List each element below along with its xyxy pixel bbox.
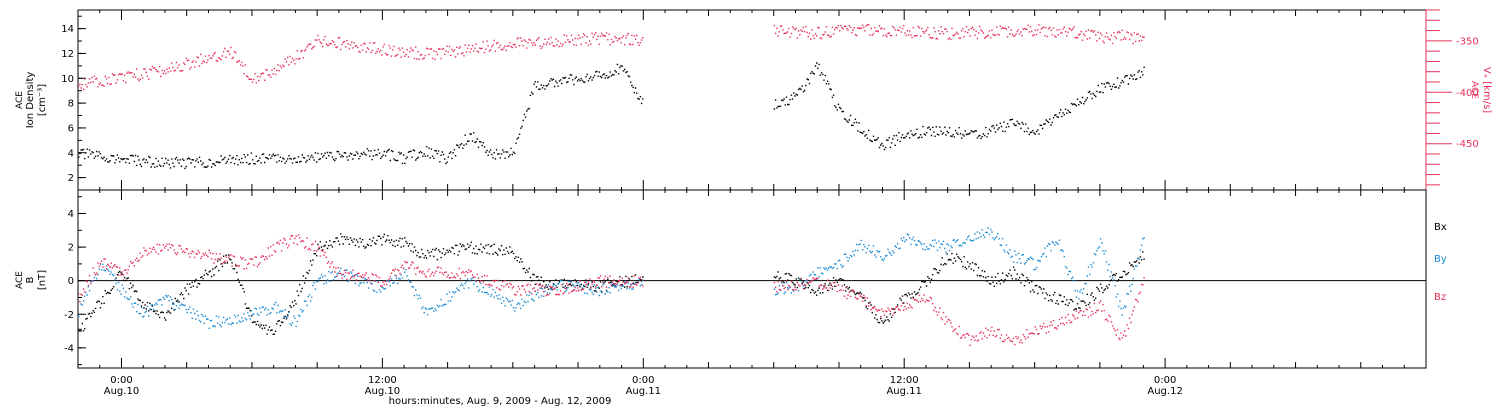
legend-by: By [1434, 254, 1447, 265]
date-tick-label: Aug.11 [626, 386, 661, 397]
time-tick-label: 0:00 [632, 375, 654, 386]
b-tick-label: 0 [68, 276, 74, 287]
bottom-points-by [78, 227, 1145, 329]
date-tick-label: Aug.11 [886, 386, 921, 397]
ion-density-ylabel-line3: [cm⁻³] [37, 84, 48, 116]
top-panel-frame [77, 9, 1427, 191]
legend-bz: Bz [1434, 292, 1446, 303]
magnetic-field-panel: -4 -2 0 2 4 ACE B [nT] Bx By Bz [15, 189, 1447, 369]
b-tick-label: 4 [68, 209, 74, 220]
time-tick-label: 12:00 [890, 375, 919, 386]
bottom-panel-frame [77, 189, 1427, 369]
b-tick-label: -2 [64, 310, 74, 321]
b-axis: -4 -2 0 2 4 [64, 196, 86, 366]
date-tick-label: Aug.10 [365, 386, 400, 397]
date-tick-label: Aug.12 [1147, 386, 1182, 397]
bottom-series-by [78, 227, 1145, 329]
b-ylabel-line3: [nT] [37, 270, 48, 290]
ion-density-ylabel-line1: ACE [15, 91, 25, 109]
date-tick-label: Aug.10 [104, 386, 139, 397]
ion-density-tick-label: 12 [61, 49, 74, 60]
bottom-series-bz [78, 234, 1145, 346]
top-points-black [78, 62, 1145, 170]
ion-density-tick-label: 2 [68, 173, 74, 184]
vx-tick-label: -450 [1456, 139, 1479, 150]
b-tick-label: -4 [64, 343, 74, 354]
time-axis: 0:00Aug.1012:00Aug.100:00Aug.1112:00Aug.… [99, 10, 1405, 397]
top-points-red [78, 24, 1145, 91]
bottom-panel-series [78, 227, 1145, 346]
vx-axis: -350 -400 -450 [1425, 9, 1479, 190]
vx-tick-label: -350 [1456, 36, 1479, 47]
top-series-red [78, 24, 1145, 91]
top-series-black [78, 62, 1145, 170]
ion-density-tick-label: 10 [61, 74, 74, 85]
time-tick-label: 0:00 [110, 375, 132, 386]
x-axis-title: hours:minutes, Aug. 9, 2009 - Aug. 12, 2… [389, 396, 612, 407]
ion-density-tick-label: 6 [68, 123, 74, 134]
ion-density-axis: 2 4 6 8 10 12 14 [61, 15, 86, 191]
bottom-points-bz [78, 234, 1145, 346]
time-tick-label: 12:00 [368, 375, 397, 386]
ion-density-ylabel-line2: Ion Density [25, 72, 36, 129]
vx-tick-label: -400 [1456, 88, 1479, 99]
b-tick-label: 2 [68, 243, 74, 254]
vx-ylabel-line1: ACE [1469, 81, 1479, 99]
time-tick-label: 0:00 [1154, 375, 1176, 386]
top-panel-series [78, 24, 1145, 170]
ion-density-tick-label: 4 [68, 148, 74, 159]
vx-ylabel-line2: Vₓ [km/s] [1481, 67, 1492, 113]
b-ylabel-line2: B [25, 276, 36, 283]
ion-density-tick-label: 8 [68, 99, 74, 110]
legend-bx: Bx [1434, 222, 1447, 233]
ion-density-tick-label: 14 [61, 24, 74, 35]
b-ylabel-line1: ACE [15, 271, 25, 289]
